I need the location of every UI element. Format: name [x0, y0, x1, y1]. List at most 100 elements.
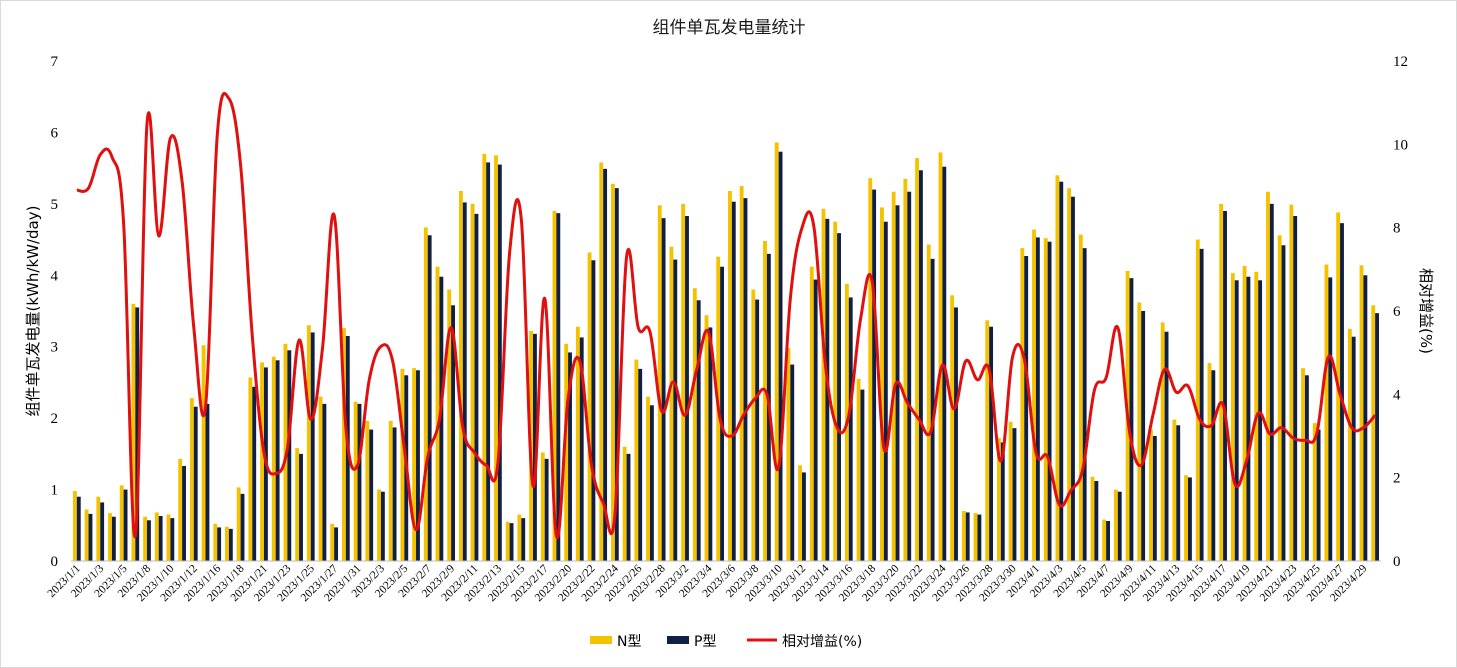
bar-p: [462, 202, 467, 561]
bar-n: [1347, 328, 1352, 561]
bar-p: [287, 350, 292, 561]
bar-n: [821, 208, 826, 561]
bar-n: [856, 378, 861, 561]
bar-n: [435, 266, 440, 561]
bars-group: [72, 142, 1380, 562]
bar-p: [708, 327, 713, 561]
bar-p: [942, 166, 947, 561]
bar-n: [330, 523, 335, 561]
bar-p: [1117, 491, 1122, 561]
bar-n: [458, 191, 463, 561]
bar-p: [1211, 370, 1216, 561]
bar-n: [400, 368, 405, 561]
bar-p: [1223, 211, 1227, 561]
bar-n: [1067, 188, 1072, 561]
bar-p: [813, 279, 818, 561]
bar-n: [470, 203, 475, 561]
bar-n: [1277, 235, 1282, 562]
bar-p: [1035, 237, 1040, 561]
bar-p: [451, 305, 455, 561]
bar-p: [802, 472, 806, 561]
bar-p: [1375, 313, 1380, 561]
bar-p: [661, 218, 666, 561]
bar-n: [1149, 429, 1153, 561]
bar-p: [556, 213, 561, 561]
bar-p: [790, 364, 795, 561]
legend-label-gain: 相对增益(%): [782, 634, 862, 650]
gain-line-group: [76, 92, 1377, 540]
bar-n: [1043, 238, 1048, 561]
x-axis-ticks: 2023/1/12023/1/32023/1/52023/1/82023/1/1…: [46, 562, 1370, 604]
bar-n: [704, 315, 709, 561]
bar-n: [423, 227, 428, 561]
bar-n: [915, 158, 919, 561]
bar-p: [1234, 280, 1239, 561]
bar-n: [1359, 265, 1364, 561]
bar-p: [1059, 181, 1064, 561]
y-tick-label: 4: [51, 268, 59, 284]
bar-n: [494, 155, 498, 562]
bar-p: [1000, 442, 1005, 561]
bar-p: [626, 453, 631, 561]
bar-p: [380, 491, 385, 561]
bar-n: [891, 191, 896, 561]
bar-n: [236, 487, 241, 561]
bar-n: [809, 266, 814, 561]
bar-p: [1012, 428, 1017, 561]
bar-n: [774, 142, 779, 561]
bar-p: [111, 516, 116, 561]
bar-n: [119, 485, 124, 561]
bar-n: [225, 526, 229, 561]
bar-n: [1207, 363, 1212, 561]
bar-p: [275, 360, 280, 561]
bar-p: [989, 326, 994, 561]
bar-p: [521, 518, 526, 561]
y-tick-label: 7: [51, 54, 59, 70]
bar-p: [416, 370, 420, 561]
bar-n: [1324, 264, 1329, 561]
y2-tick-label: 2: [1393, 471, 1401, 487]
bar-p: [439, 276, 444, 561]
bar-n: [950, 295, 955, 561]
bar-p: [696, 300, 701, 561]
y2-tick-label: 12: [1393, 54, 1408, 70]
bar-p: [965, 512, 970, 561]
bar-n: [681, 203, 686, 561]
bar-p: [322, 403, 327, 561]
bar-n: [1184, 475, 1189, 561]
bar-n: [540, 452, 545, 561]
bar-p: [1094, 481, 1099, 561]
bar-n: [377, 489, 381, 561]
bar-n: [1078, 234, 1083, 562]
bar-n: [447, 289, 452, 561]
bar-p: [334, 527, 339, 561]
bar-p: [240, 493, 245, 561]
bar-p: [193, 406, 198, 561]
bar-p: [1340, 223, 1344, 561]
bar-p: [720, 266, 725, 561]
bar-p: [954, 307, 958, 561]
bar-n: [634, 359, 639, 561]
bar-p: [1141, 311, 1146, 561]
bar-n: [1219, 203, 1224, 561]
bar-n: [271, 356, 276, 561]
y-tick-label: 3: [51, 340, 59, 356]
bar-p: [486, 162, 491, 561]
bar-n: [798, 465, 803, 561]
bar-n: [1266, 191, 1270, 561]
bar-p: [1258, 280, 1263, 561]
bar-n: [388, 421, 393, 561]
bar-p: [755, 299, 760, 561]
bar-p: [1106, 521, 1110, 561]
bar-p: [427, 235, 432, 562]
bar-p: [579, 337, 584, 561]
bar-p: [158, 516, 163, 561]
bar-p: [205, 403, 210, 561]
bar-n: [903, 178, 908, 561]
bar-n: [880, 207, 884, 561]
bar-n: [365, 421, 370, 561]
y-tick-label: 2: [51, 411, 59, 427]
bar-p: [392, 427, 397, 561]
bar-n: [961, 511, 966, 561]
bar-n: [260, 362, 264, 561]
